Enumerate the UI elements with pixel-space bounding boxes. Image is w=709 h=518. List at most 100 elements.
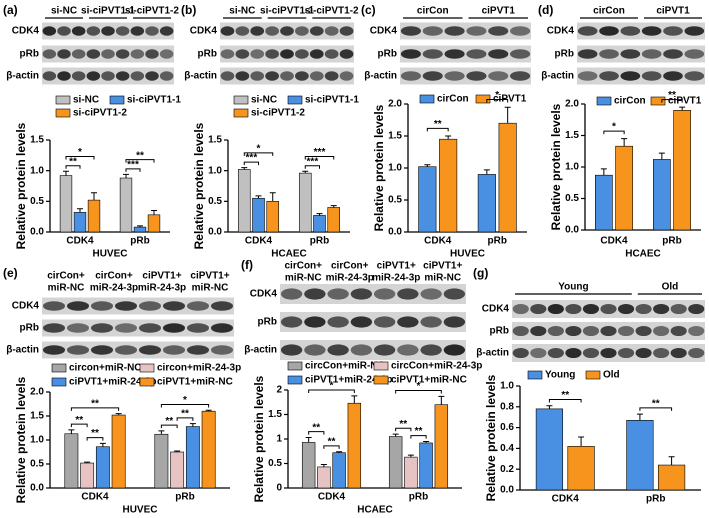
blot-band: [138, 345, 162, 355]
legend-label: Old: [603, 370, 620, 381]
blot-band: [688, 347, 705, 359]
blot-band: [488, 49, 509, 59]
blot-band: [547, 347, 564, 359]
x-tick-label: CDK4: [81, 492, 109, 503]
blot-row-label: CDK4: [190, 26, 218, 37]
blot-band: [90, 323, 114, 333]
blot-band: [466, 71, 487, 81]
blot-band: [86, 71, 101, 81]
bar: [133, 226, 147, 233]
error-bar: [151, 210, 157, 215]
blot-band: [530, 303, 547, 315]
blot-band: [688, 303, 705, 315]
blot-band: [635, 347, 652, 359]
blot-band: [130, 49, 145, 59]
significance-bracket: [160, 403, 210, 408]
y-tick-label: 0.5: [268, 458, 282, 469]
blot-band: [600, 325, 617, 337]
blot-band: [397, 316, 419, 328]
x-tick-label: CDK4: [66, 236, 94, 247]
lane-label: miR-NC: [192, 283, 229, 294]
y-tick-label: 1.0: [565, 162, 579, 173]
y-tick-label: 0.0: [565, 225, 579, 236]
blot-band: [66, 301, 90, 311]
blot-row-label: CDK4: [482, 304, 510, 315]
legend-swatch: [233, 95, 249, 105]
bar: [657, 464, 686, 491]
x-tick-label: pRb: [488, 236, 507, 247]
lane-label: cirCon: [593, 6, 625, 17]
blot-band: [422, 26, 443, 36]
significance-bracket: [323, 445, 340, 449]
blot-band: [309, 49, 324, 59]
x-tick-label: pRb: [646, 494, 665, 505]
y-tick-label: 0.0: [30, 227, 44, 238]
lane-label: si-ciPVT1-2: [305, 6, 359, 17]
error-bar: [578, 436, 585, 447]
error-bar: [68, 429, 75, 434]
blot-band: [373, 344, 396, 356]
blot-band: [101, 26, 115, 36]
error-bar: [636, 413, 643, 421]
y-tick-label: 1.5: [388, 131, 402, 142]
lane-label: si-ciPVT1-2: [125, 6, 179, 17]
blot-band: [130, 26, 145, 36]
error-bar: [424, 164, 431, 167]
panel-label: (c): [361, 3, 376, 17]
blot-band: [235, 71, 250, 81]
error-bar: [302, 170, 309, 174]
blot-band: [324, 49, 339, 59]
bar: [327, 207, 341, 233]
lane-label: Old: [662, 282, 679, 293]
blot-band: [57, 26, 71, 36]
y-tick-label: 1.0: [388, 163, 402, 174]
blot-band: [530, 347, 547, 359]
y-tick-label: 1.0: [208, 165, 222, 176]
legend-label: circon+miR-NC: [69, 363, 142, 374]
blot-band: [265, 49, 279, 59]
blot-band: [250, 71, 265, 81]
bar: [170, 451, 185, 489]
significance-label: **: [561, 390, 569, 401]
significance-bracket: [639, 407, 673, 411]
blot-band: [114, 323, 138, 333]
y-tick-label: 0.5: [208, 196, 222, 207]
blot-row-label: pRb: [555, 49, 574, 60]
error-bar: [63, 170, 69, 176]
blot-band: [444, 71, 465, 81]
x-tick-label: CDK4: [600, 236, 628, 247]
lane-label: miR-NC: [285, 273, 322, 284]
y-tick-label: 0.0: [30, 483, 44, 494]
blot-strip: [280, 312, 466, 332]
blot-band: [57, 71, 71, 81]
legend-swatch: [596, 96, 612, 106]
y-tick-label: 1.5: [208, 135, 222, 146]
blot-band: [565, 303, 582, 315]
blot-band: [582, 303, 600, 315]
significance-label: **: [91, 428, 99, 439]
blot-band: [235, 26, 250, 36]
blot-band: [250, 49, 265, 59]
y-tick-label: 0: [276, 483, 282, 494]
significance-label: **: [415, 426, 423, 437]
blot-band: [66, 323, 90, 333]
significance-label: **: [136, 150, 144, 161]
y-axis-label: Relative protein levels: [192, 122, 206, 249]
error-bar: [546, 405, 553, 409]
blot-band: [350, 344, 373, 356]
blot-band: [220, 49, 235, 59]
bar: [332, 452, 346, 489]
blot-band: [309, 26, 324, 36]
lane-label: ciPVT1+: [142, 271, 181, 282]
blot-band: [466, 49, 487, 59]
bar: [673, 110, 691, 231]
blot-band: [373, 316, 396, 328]
y-axis-label: Relative protein levels: [372, 104, 386, 231]
blot-band: [510, 49, 531, 59]
blot-row-label: CDK4: [12, 301, 40, 312]
error-bar: [123, 173, 129, 179]
legend-swatch: [139, 377, 155, 387]
legend-swatch: [109, 95, 125, 105]
lane-label: cirCon+: [331, 261, 369, 272]
significance-bracket: [304, 165, 320, 169]
